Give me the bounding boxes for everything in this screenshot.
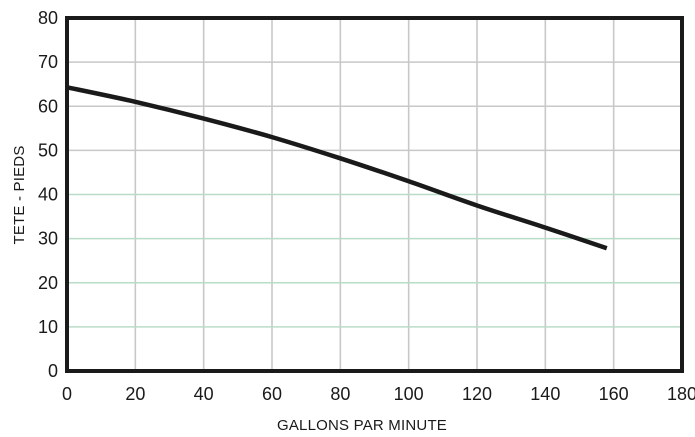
x-tick-label-60: 60 — [262, 384, 282, 404]
plot-frame-group — [65, 16, 684, 373]
x-tick-label-100: 100 — [394, 384, 424, 404]
plot-frame — [65, 16, 684, 373]
x-tick-label-0: 0 — [62, 384, 72, 404]
y-tick-label-30: 30 — [38, 229, 58, 249]
y-tick-label-40: 40 — [38, 185, 58, 205]
y-axis-tick-labels: 0 10 20 30 40 50 60 70 80 — [38, 8, 58, 381]
y-tick-label-10: 10 — [38, 317, 58, 337]
x-tick-label-80: 80 — [330, 384, 350, 404]
x-axis-tick-labels: 0 20 40 60 80 100 120 140 160 180 — [62, 384, 695, 404]
y-tick-label-0: 0 — [48, 361, 58, 381]
y-tick-label-80: 80 — [38, 8, 58, 28]
y-tick-label-70: 70 — [38, 52, 58, 72]
y-axis-title: TETE - PIEDS — [11, 145, 28, 244]
grid — [67, 18, 682, 371]
x-tick-label-40: 40 — [194, 384, 214, 404]
y-tick-label-60: 60 — [38, 96, 58, 116]
x-tick-label-160: 160 — [599, 384, 629, 404]
y-tick-label-20: 20 — [38, 273, 58, 293]
x-tick-label-120: 120 — [462, 384, 492, 404]
x-tick-label-20: 20 — [125, 384, 145, 404]
x-axis-title: GALLONS PAR MINUTE — [277, 417, 447, 434]
series-line-0 — [66, 85, 608, 251]
series-layer — [66, 85, 608, 251]
y-tick-label-50: 50 — [38, 140, 58, 160]
x-tick-label-140: 140 — [530, 384, 560, 404]
x-tick-label-180: 180 — [667, 384, 695, 404]
